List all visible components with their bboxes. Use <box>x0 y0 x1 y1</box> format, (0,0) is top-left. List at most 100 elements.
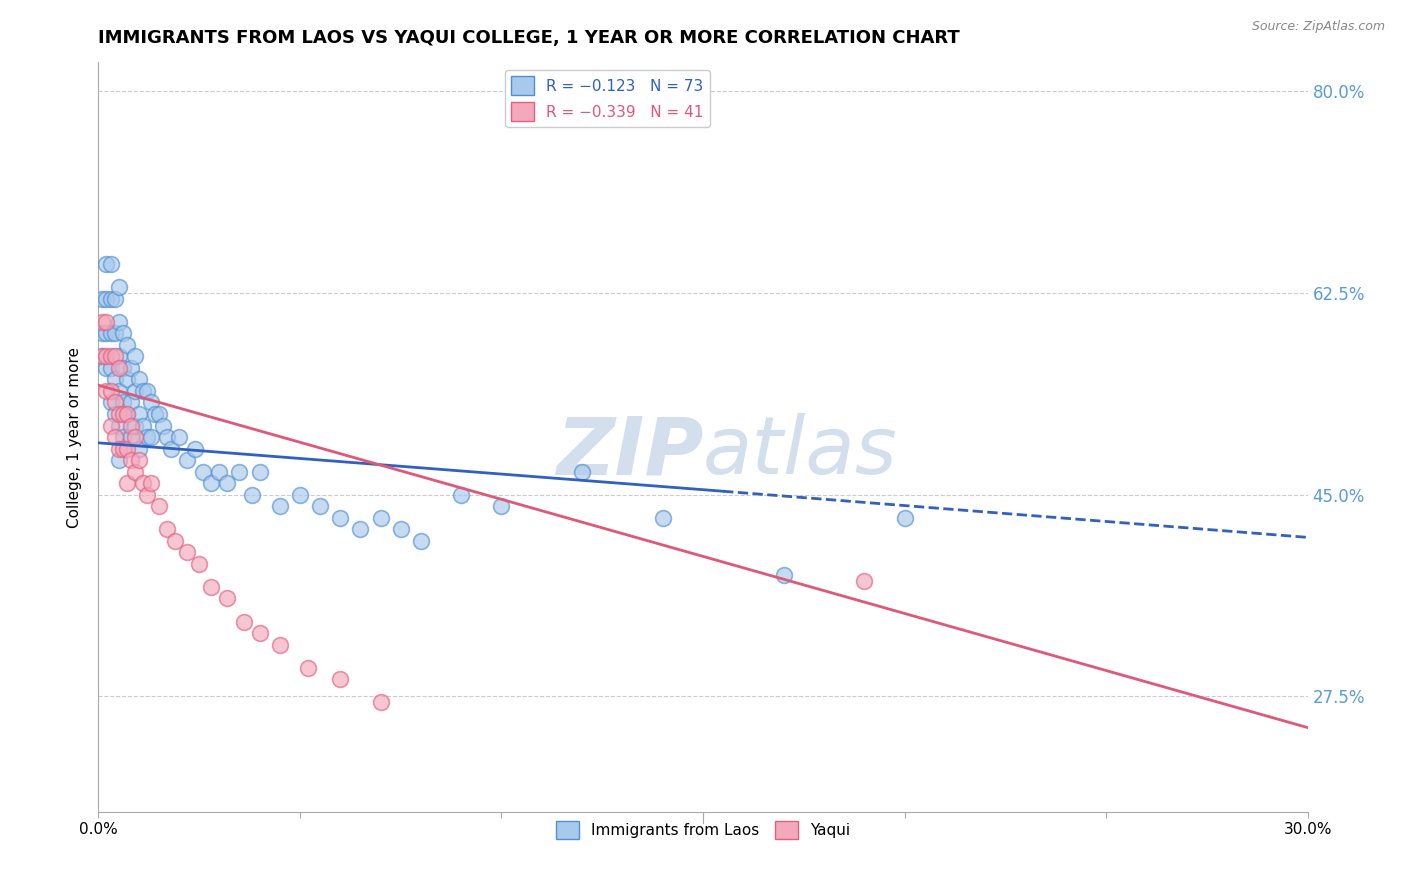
Point <box>124 350 146 364</box>
Point <box>107 453 129 467</box>
Text: atlas: atlas <box>703 413 898 491</box>
Point <box>160 442 183 456</box>
Point <box>128 407 150 421</box>
Point <box>309 500 332 514</box>
Point <box>167 430 190 444</box>
Point <box>156 522 179 536</box>
Point <box>200 580 222 594</box>
Point <box>143 407 166 421</box>
Point <box>139 430 162 444</box>
Point <box>772 568 794 582</box>
Point <box>100 292 122 306</box>
Point <box>329 672 352 686</box>
Point <box>124 430 146 444</box>
Point <box>269 500 291 514</box>
Point <box>100 384 122 398</box>
Point <box>128 453 150 467</box>
Point <box>115 442 138 456</box>
Point <box>124 418 146 433</box>
Point <box>176 545 198 559</box>
Point <box>115 407 138 421</box>
Point <box>115 372 138 386</box>
Point <box>208 465 231 479</box>
Point <box>128 442 150 456</box>
Point <box>103 326 125 341</box>
Text: IMMIGRANTS FROM LAOS VS YAQUI COLLEGE, 1 YEAR OR MORE CORRELATION CHART: IMMIGRANTS FROM LAOS VS YAQUI COLLEGE, 1… <box>98 29 960 47</box>
Point <box>100 350 122 364</box>
Point <box>96 384 118 398</box>
Y-axis label: College, 1 year or more: College, 1 year or more <box>67 347 83 527</box>
Point <box>139 395 162 409</box>
Point <box>132 418 155 433</box>
Point <box>100 360 122 375</box>
Point <box>288 488 311 502</box>
Point <box>269 638 291 652</box>
Point <box>96 350 118 364</box>
Point <box>103 430 125 444</box>
Text: ZIP: ZIP <box>555 413 703 491</box>
Point <box>103 395 125 409</box>
Point <box>111 326 134 341</box>
Point <box>132 476 155 491</box>
Point <box>200 476 222 491</box>
Point <box>96 292 118 306</box>
Point <box>853 574 876 589</box>
Point <box>96 257 118 271</box>
Point <box>409 533 432 548</box>
Point <box>124 384 146 398</box>
Point <box>111 360 134 375</box>
Point <box>111 442 134 456</box>
Point <box>115 407 138 421</box>
Point <box>370 510 392 524</box>
Point <box>96 315 118 329</box>
Point <box>389 522 412 536</box>
Point <box>193 465 215 479</box>
Point <box>103 292 125 306</box>
Point <box>91 292 114 306</box>
Point <box>111 395 134 409</box>
Point <box>111 407 134 421</box>
Point <box>120 395 142 409</box>
Point <box>91 315 114 329</box>
Point <box>132 384 155 398</box>
Text: Source: ZipAtlas.com: Source: ZipAtlas.com <box>1251 20 1385 33</box>
Point <box>176 453 198 467</box>
Point <box>571 465 593 479</box>
Point <box>115 476 138 491</box>
Point <box>107 350 129 364</box>
Point <box>217 591 239 606</box>
Point <box>249 626 271 640</box>
Point <box>329 510 352 524</box>
Point <box>249 465 271 479</box>
Point <box>107 418 129 433</box>
Point <box>135 488 157 502</box>
Point <box>188 557 211 571</box>
Point <box>103 407 125 421</box>
Point <box>124 465 146 479</box>
Point <box>120 453 142 467</box>
Point <box>91 350 114 364</box>
Point <box>120 360 142 375</box>
Point <box>148 500 170 514</box>
Point <box>893 510 915 524</box>
Point <box>115 338 138 352</box>
Point <box>184 442 207 456</box>
Point <box>100 257 122 271</box>
Point <box>91 326 114 341</box>
Point <box>370 695 392 709</box>
Point <box>107 280 129 294</box>
Point <box>107 384 129 398</box>
Point <box>139 476 162 491</box>
Point <box>96 326 118 341</box>
Point <box>450 488 472 502</box>
Point <box>228 465 250 479</box>
Point <box>297 660 319 674</box>
Point <box>135 430 157 444</box>
Point <box>491 500 513 514</box>
Point <box>103 350 125 364</box>
Point <box>100 395 122 409</box>
Point <box>100 418 122 433</box>
Point <box>156 430 179 444</box>
Point <box>240 488 263 502</box>
Point <box>135 384 157 398</box>
